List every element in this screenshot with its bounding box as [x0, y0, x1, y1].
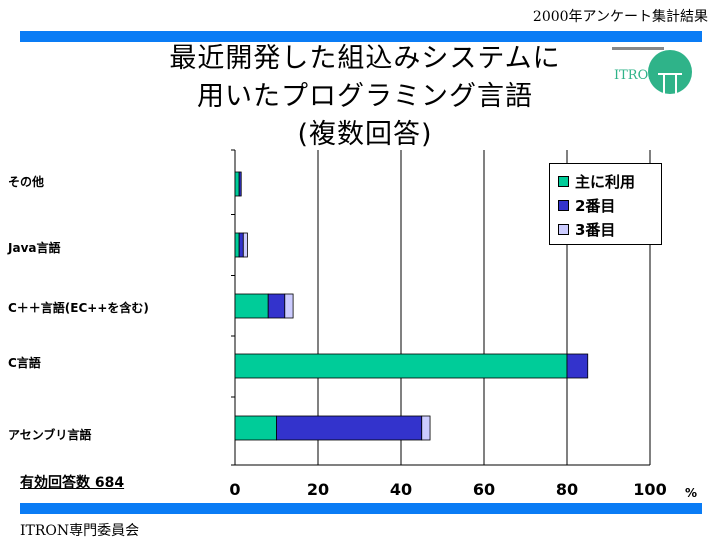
- x-tick-label: 100: [633, 480, 667, 499]
- itron-logo: [612, 47, 692, 104]
- title-line-1: 最近開発した組込みシステムに: [169, 43, 561, 74]
- bar-segment: [234, 415, 277, 441]
- legend-label: 主に利用: [575, 172, 636, 191]
- category-label: その他: [8, 175, 45, 189]
- bottom-accent-bar: [20, 503, 702, 514]
- chart-legend: 主に利用 2番目 3番目: [549, 163, 662, 245]
- title-line-2: 用いたプログラミング言語: [197, 81, 533, 112]
- x-tick-label: 40: [389, 480, 413, 499]
- category-label: C＋＋言語(EC++を含む): [8, 301, 149, 315]
- category-label: C言語: [8, 356, 41, 370]
- x-axis-unit: %: [685, 486, 698, 500]
- bar-segment: [242, 232, 248, 258]
- legend-item: 2番目: [558, 193, 661, 217]
- legend-item: 3番目: [558, 217, 661, 241]
- bar-segment: [238, 171, 242, 197]
- bar-segment: [267, 293, 286, 319]
- title-line-3: (複数回答): [297, 119, 433, 150]
- header-note: 2000年アンケート集計結果: [532, 9, 708, 25]
- legend-swatch: [558, 175, 569, 187]
- x-tick-label: 60: [472, 480, 496, 499]
- legend-swatch: [558, 223, 569, 235]
- bar-segment: [238, 232, 244, 258]
- bar-segment: [234, 293, 269, 319]
- bar-segment: [276, 415, 423, 441]
- bar-segment: [234, 232, 240, 258]
- bar-segment: [234, 353, 568, 379]
- bar-segment: [566, 353, 589, 379]
- chart-title: 最近開発した組込みシステムに 用いたプログラミング言語 (複数回答): [130, 40, 600, 154]
- respondents-count: 有効回答数 684: [20, 475, 125, 491]
- category-label: Java言語: [8, 241, 61, 255]
- legend-swatch: [558, 199, 569, 211]
- x-tick-label: 0: [229, 480, 241, 499]
- top-accent-bar: [20, 31, 702, 42]
- category-label: アセンブリ言語: [8, 428, 92, 442]
- bar-segment: [284, 293, 294, 319]
- x-tick-label: 80: [555, 480, 579, 499]
- legend-label: 2番目: [575, 196, 616, 215]
- footer-committee: ITRON専門委員会: [20, 523, 140, 539]
- legend-label: 3番目: [575, 220, 616, 239]
- bar-segment: [421, 415, 431, 441]
- legend-item: 主に利用: [558, 169, 661, 193]
- bar-segment: [234, 171, 240, 197]
- itron-logo-text: ITRON: [614, 68, 660, 83]
- x-tick-label: 20: [306, 480, 330, 499]
